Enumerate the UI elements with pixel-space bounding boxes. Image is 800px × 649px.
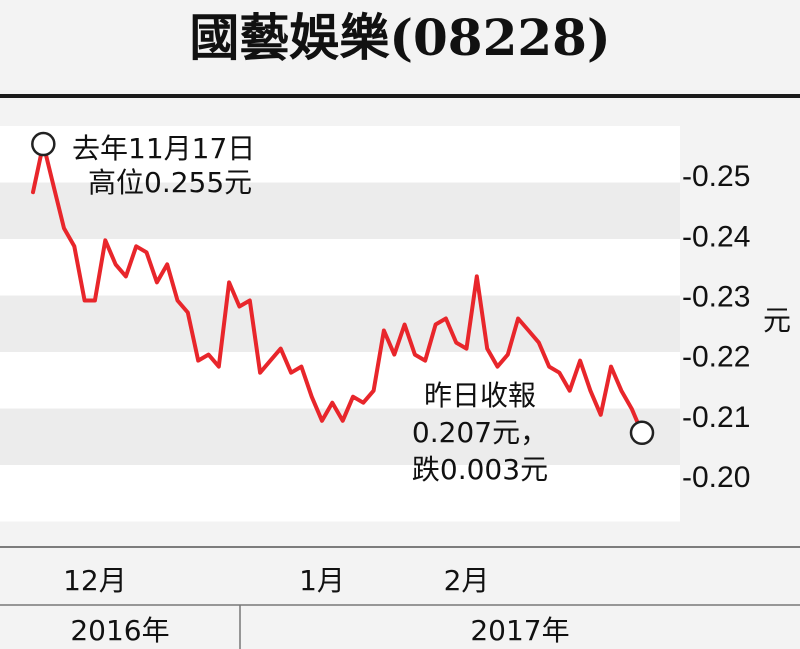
annotation-label: 跌0.003元 (412, 453, 548, 486)
x-tick-label: 2月 (444, 564, 490, 597)
annotation-label: 高位0.255元 (88, 166, 252, 199)
year-labels: 2016年 2017年 (70, 614, 569, 647)
price-line (31, 142, 644, 435)
background-band (0, 182, 680, 239)
annotation-label: 昨日收報 (424, 379, 536, 412)
annotation-marker (629, 420, 655, 446)
background-band (0, 126, 680, 183)
y-axis-ticks: -0.25 -0.24 -0.23 -0.22 -0.21 -0.20 (682, 160, 750, 494)
year-label: 2017年 (470, 614, 569, 647)
chart-frame (0, 94, 800, 649)
annotation-label: 0.207元， (412, 416, 548, 449)
background-band (0, 352, 680, 409)
x-tick-label: 1月 (299, 564, 345, 597)
annotation-label: 去年11月17日 (72, 132, 255, 165)
x-tick-label: 12月 (63, 564, 127, 597)
price-series (31, 142, 644, 435)
y-axis-unit-label: 元 (763, 304, 791, 337)
y-tick-label: -0.23 (682, 280, 750, 313)
y-tick-label: -0.21 (682, 401, 750, 434)
y-tick-label: -0.20 (682, 461, 750, 494)
year-label: 2016年 (70, 614, 169, 647)
y-tick-label: -0.25 (682, 160, 750, 193)
background-band (0, 295, 680, 352)
background-band (0, 239, 680, 296)
x-axis-ticks: 12月 1月 2月 (63, 564, 489, 597)
y-tick-label: -0.24 (682, 220, 750, 253)
chart-title: 國藝娛樂(08228) (189, 8, 610, 67)
background-bands (0, 126, 680, 522)
y-tick-label: -0.22 (682, 341, 750, 374)
background-band (0, 465, 680, 522)
annotation-marker (31, 131, 56, 157)
